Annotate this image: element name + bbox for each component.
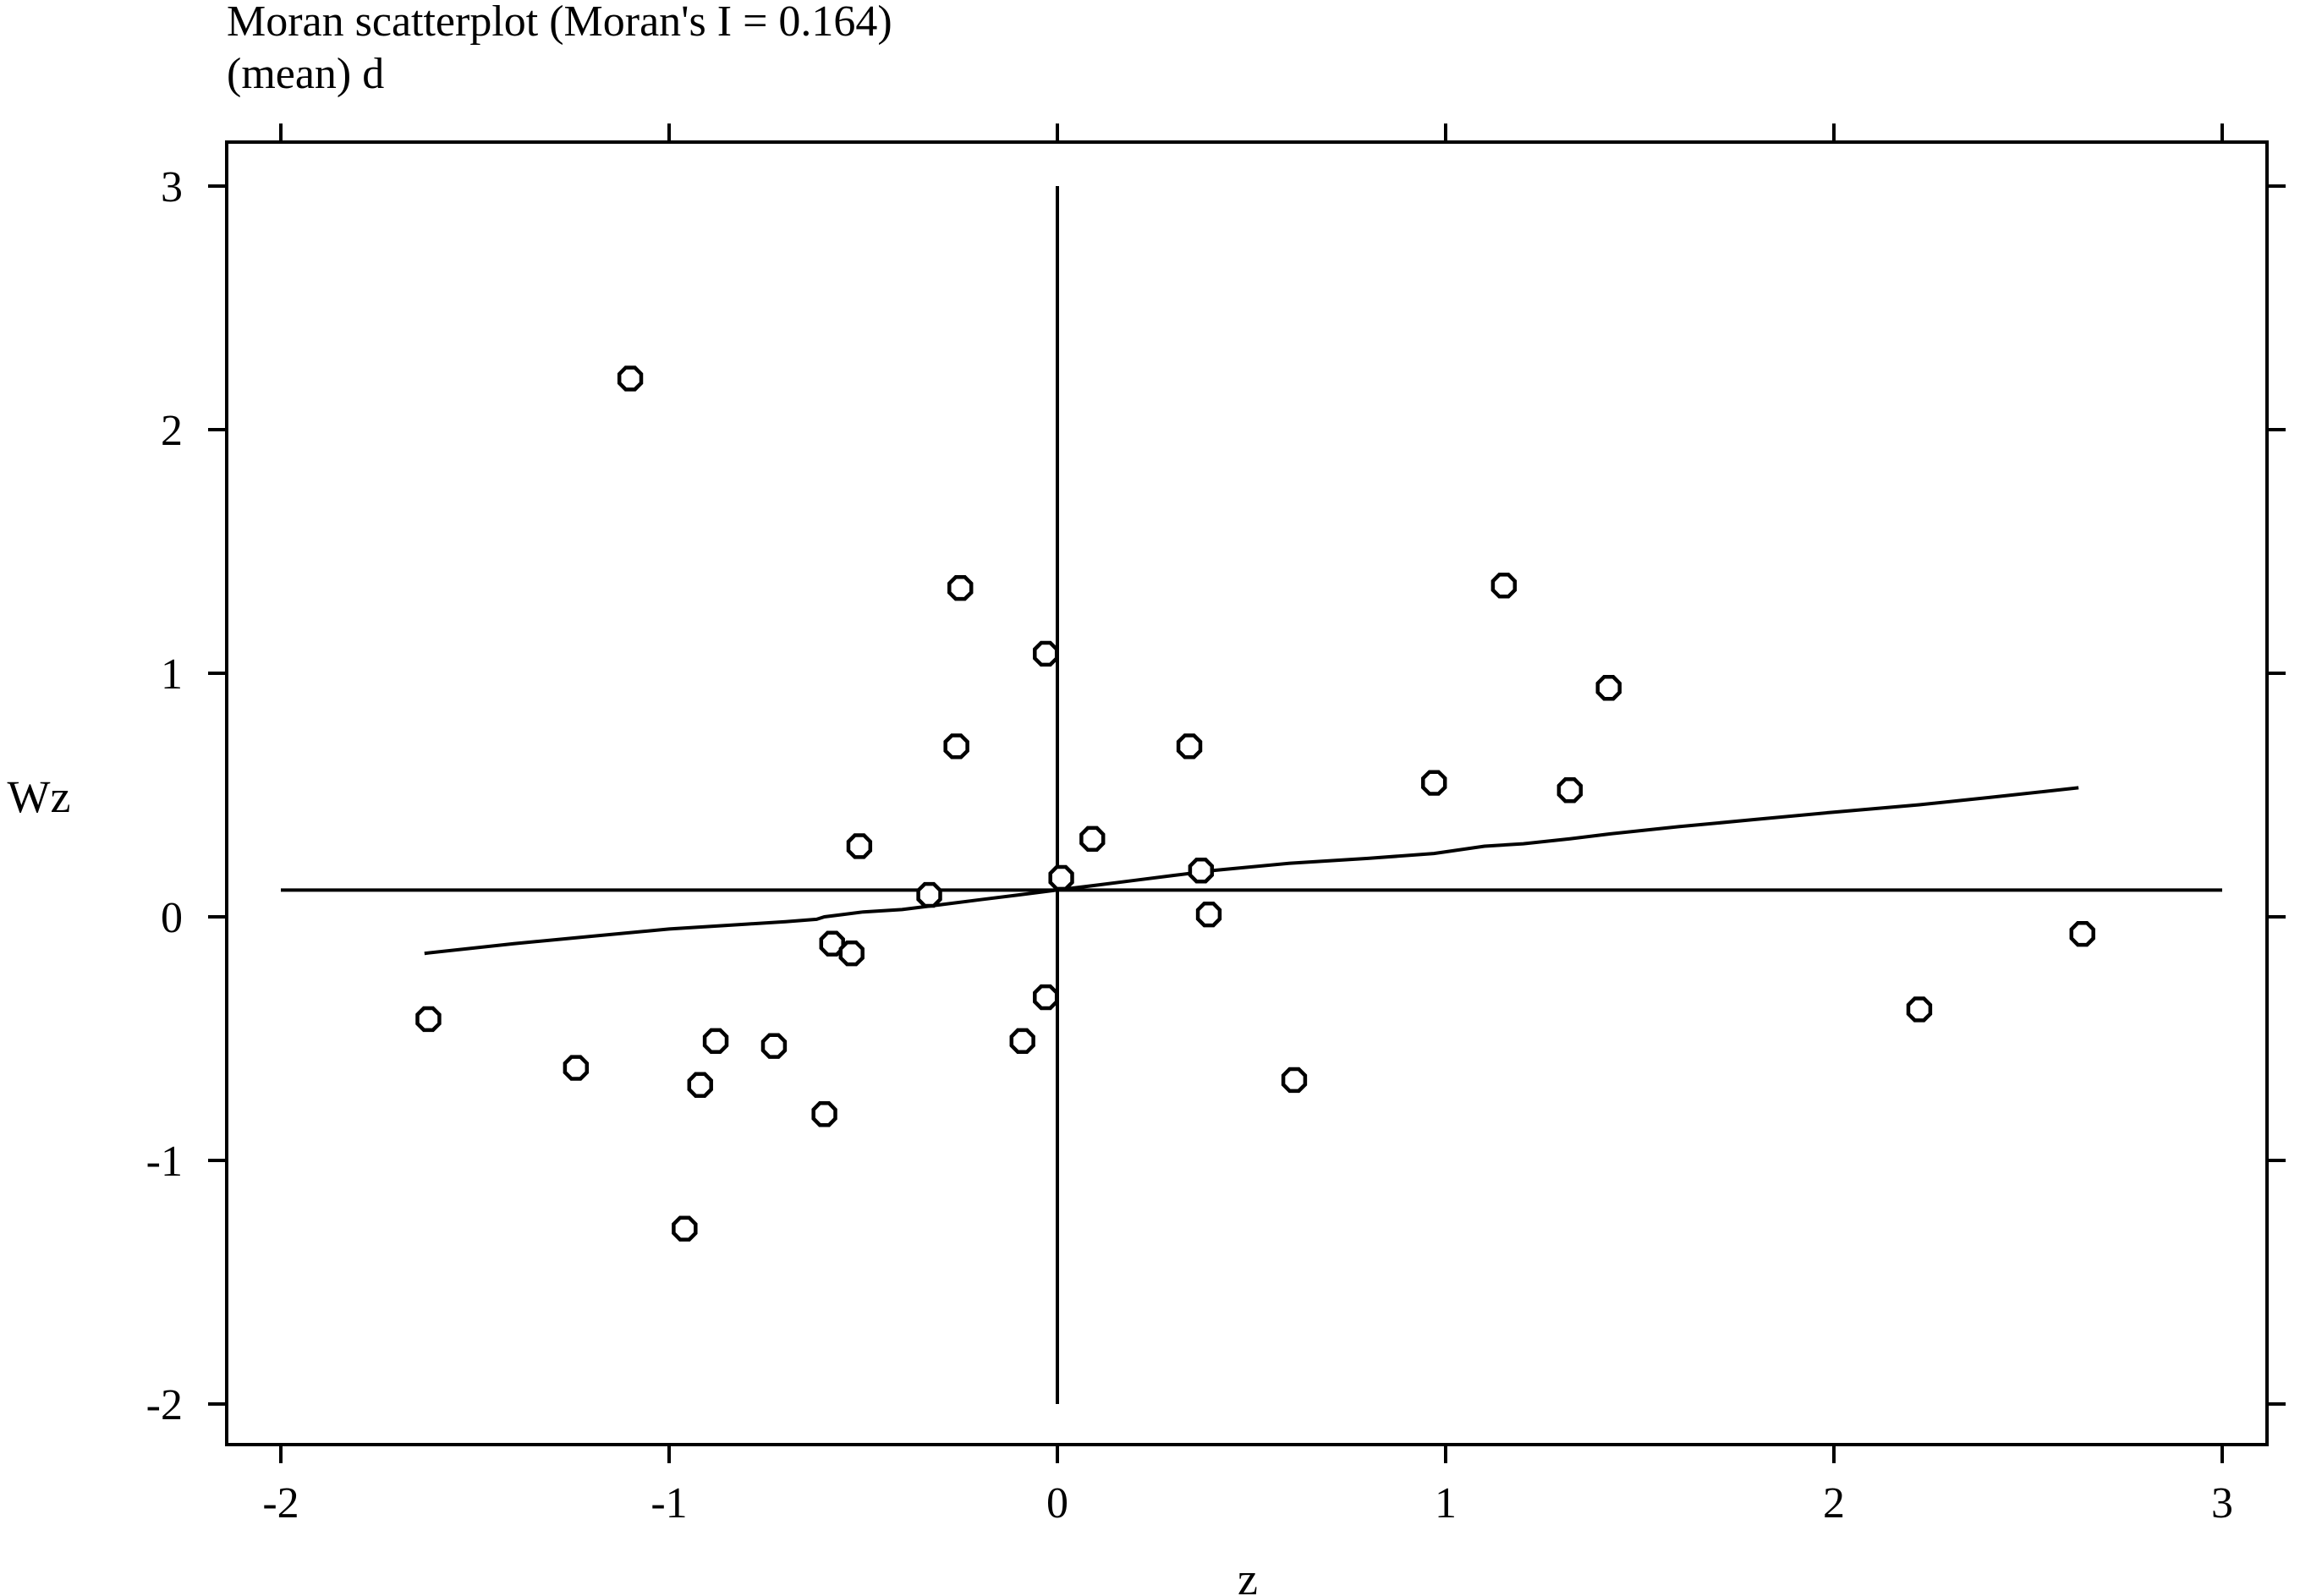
data-point — [819, 930, 845, 957]
data-point — [702, 1028, 729, 1055]
data-point — [1176, 733, 1203, 760]
data-point — [846, 833, 873, 859]
data-point — [760, 1033, 788, 1059]
x-tick-label: 1 — [1435, 1479, 1457, 1527]
x-tick-label: -2 — [262, 1479, 299, 1527]
data-point — [1281, 1067, 1308, 1094]
y-tick-label: -2 — [146, 1381, 183, 1429]
data-point — [2069, 920, 2095, 947]
data-point — [563, 1055, 590, 1081]
data-point — [943, 733, 969, 760]
data-point — [1556, 777, 1584, 803]
y-axis-title: Wz — [8, 771, 71, 822]
data-point — [1009, 1028, 1035, 1055]
data-point — [687, 1072, 713, 1098]
data-point — [1195, 901, 1222, 928]
data-point — [947, 575, 974, 601]
smoothed-fit-line — [424, 786, 2079, 956]
chart-subtitle: (mean) d — [227, 50, 384, 98]
data-point — [617, 365, 644, 392]
y-tick-label: 3 — [161, 163, 183, 211]
y-tick-label: 0 — [161, 894, 183, 942]
data-point — [415, 1006, 442, 1033]
data-point — [1595, 675, 1622, 701]
x-tick-label: 2 — [1823, 1479, 1845, 1527]
smoothed-line — [424, 786, 2079, 956]
data-point — [1421, 770, 1447, 796]
chart-title: Moran scatterplot (Moran's I = 0.164) — [227, 0, 892, 46]
data-point — [672, 1215, 698, 1242]
plot-frame — [225, 140, 2269, 1446]
data-point — [916, 881, 942, 908]
data-point — [811, 1101, 837, 1127]
data-point — [1906, 996, 1933, 1023]
data-point — [1048, 864, 1074, 891]
x-tick-label: 3 — [2211, 1479, 2233, 1527]
data-point — [1033, 640, 1059, 667]
axis-ticks: -2 -1 0 1 2 3 -2 -1 0 1 2 3 — [146, 123, 2286, 1527]
data-point — [1188, 858, 1215, 884]
x-tick-label: -1 — [650, 1479, 687, 1527]
y-tick-label: 2 — [161, 407, 183, 455]
reference-lines — [281, 186, 2222, 1404]
y-tick-label: 1 — [161, 650, 183, 699]
y-tick-label: -1 — [146, 1138, 183, 1186]
data-point — [1079, 825, 1106, 853]
scatter-points — [415, 365, 2095, 1242]
x-axis-title: z — [1238, 1554, 1258, 1596]
data-point — [838, 941, 865, 967]
data-point — [1033, 984, 1059, 1011]
x-tick-label: 0 — [1046, 1479, 1068, 1527]
data-point — [1490, 573, 1518, 599]
